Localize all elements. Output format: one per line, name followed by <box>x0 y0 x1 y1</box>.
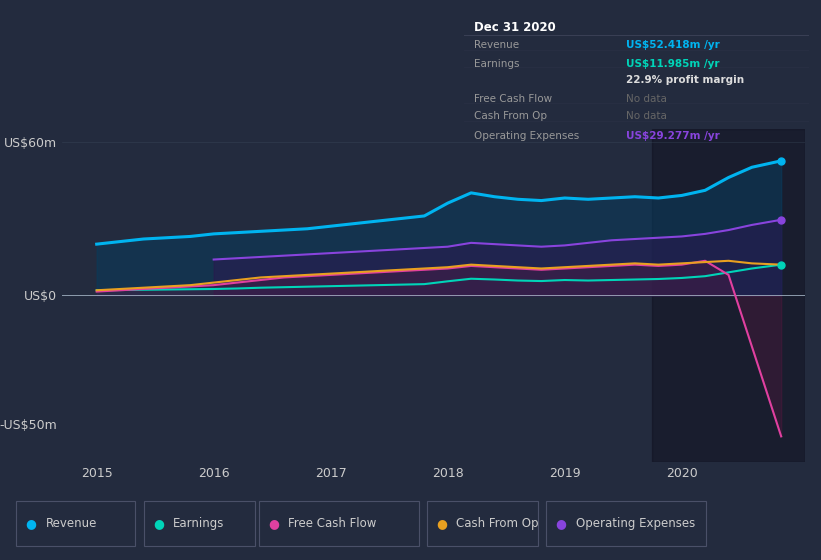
Text: US$29.277m /yr: US$29.277m /yr <box>626 130 720 141</box>
Text: ●: ● <box>436 517 447 530</box>
Text: Revenue: Revenue <box>46 517 98 530</box>
Text: Dec 31 2020: Dec 31 2020 <box>475 21 556 34</box>
Text: ●: ● <box>153 517 164 530</box>
Text: No data: No data <box>626 111 667 122</box>
Text: Cash From Op: Cash From Op <box>475 111 548 122</box>
Text: US$11.985m /yr: US$11.985m /yr <box>626 59 719 69</box>
Text: Free Cash Flow: Free Cash Flow <box>475 94 553 104</box>
Text: Earnings: Earnings <box>475 59 520 69</box>
Text: Revenue: Revenue <box>475 40 520 50</box>
Text: 22.9% profit margin: 22.9% profit margin <box>626 75 744 85</box>
Text: US$52.418m /yr: US$52.418m /yr <box>626 40 720 50</box>
Text: ●: ● <box>555 517 566 530</box>
Text: ●: ● <box>268 517 279 530</box>
Text: Operating Expenses: Operating Expenses <box>576 517 695 530</box>
Text: Earnings: Earnings <box>173 517 225 530</box>
Text: Free Cash Flow: Free Cash Flow <box>288 517 377 530</box>
Bar <box>653 129 805 462</box>
Text: Cash From Op: Cash From Op <box>456 517 539 530</box>
Text: ●: ● <box>25 517 37 530</box>
Text: No data: No data <box>626 94 667 104</box>
Text: Operating Expenses: Operating Expenses <box>475 130 580 141</box>
